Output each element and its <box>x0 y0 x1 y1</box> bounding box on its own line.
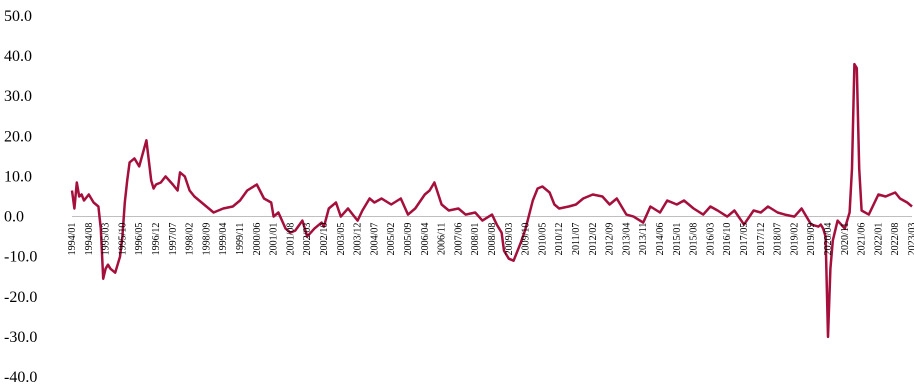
x-tick-label: 2014/06 <box>655 223 666 256</box>
x-tick-label: 2009/10 <box>521 223 532 256</box>
x-tick-label: 2016/03 <box>705 223 716 256</box>
x-tick-label: 2011/07 <box>571 223 582 255</box>
y-tick-label: -10.0 <box>4 249 37 266</box>
y-tick-label: -30.0 <box>4 329 37 346</box>
y-tick-label: 30.0 <box>4 88 32 105</box>
x-tick-label: 2002/03 <box>302 223 313 256</box>
x-tick-label: 2016/10 <box>722 223 733 256</box>
x-tick-label: 2017/12 <box>756 223 767 256</box>
y-tick-label: 10.0 <box>4 168 32 185</box>
x-tick-label: 1999/04 <box>218 223 229 256</box>
x-tick-label: 2001/08 <box>285 223 296 256</box>
x-tick-label: 2002/10 <box>319 223 330 256</box>
x-tick-label: 2005/09 <box>403 223 414 256</box>
x-tick-label: 1994/01 <box>67 223 78 256</box>
x-tick-label: 2001/01 <box>269 223 280 256</box>
x-tick-label: 2010/12 <box>554 223 565 256</box>
x-tick-label: 1997/07 <box>168 223 179 256</box>
x-tick-label: 2013/04 <box>621 223 632 256</box>
x-tick-label: 2012/02 <box>588 223 599 256</box>
x-tick-label: 2003/12 <box>353 223 364 256</box>
x-tick-label: 2006/11 <box>437 223 448 255</box>
x-tick-label: 2013/11 <box>638 223 649 255</box>
x-tick-label: 2022/01 <box>873 223 884 256</box>
x-axis: 1994/01 1994/08 1995/03 1995/10 1996/05 1996/… <box>67 223 914 256</box>
y-tick-label: -40.0 <box>4 369 37 386</box>
y-axis: 50.0 40.0 30.0 20.0 10.0 0.0 -10.0 -20.0 -30.0 -4… <box>4 8 37 386</box>
x-tick-label: 1998/09 <box>201 223 212 256</box>
x-tick-label: 1996/05 <box>134 223 145 256</box>
y-tick-label: -20.0 <box>4 289 37 306</box>
x-tick-label: 2020/11 <box>840 223 851 255</box>
x-tick-label: 2008/08 <box>487 223 498 256</box>
x-tick-label: 2010/05 <box>537 223 548 256</box>
x-tick-label: 2004/07 <box>369 223 380 256</box>
x-tick-label: 2005/02 <box>386 223 397 256</box>
series-line-0 <box>70 62 913 339</box>
x-tick-label: 1994/08 <box>84 223 95 256</box>
x-tick-label: 2007/06 <box>453 223 464 256</box>
x-tick-label: 2000/06 <box>252 223 263 256</box>
x-tick-label: 1998/02 <box>185 223 196 256</box>
x-tick-label: 2022/08 <box>890 223 901 256</box>
y-tick-label: 50.0 <box>4 8 32 25</box>
x-tick-label: 2008/01 <box>470 223 481 256</box>
y-tick-label: 40.0 <box>4 48 32 65</box>
series-layer <box>70 62 913 339</box>
x-tick-label: 2015/08 <box>689 223 700 256</box>
x-tick-label: 2015/01 <box>672 223 683 256</box>
x-tick-label: 2006/04 <box>420 223 431 256</box>
x-tick-label: 2018/07 <box>773 223 784 256</box>
x-tick-label: 1995/10 <box>117 223 128 256</box>
x-tick-label: 2012/09 <box>605 223 616 256</box>
x-tick-label: 2003/05 <box>336 223 347 256</box>
x-tick-label: 2019/02 <box>789 223 800 256</box>
x-tick-label: 1996/12 <box>151 223 162 256</box>
x-tick-label: 1999/11 <box>235 223 246 255</box>
x-tick-label: 2017/05 <box>739 223 750 256</box>
x-tick-label: 2023/03 <box>907 223 914 256</box>
x-tick-label: 2009/03 <box>504 223 515 256</box>
y-tick-label: 20.0 <box>4 128 32 145</box>
y-tick-label: 0.0 <box>4 209 24 226</box>
x-tick-label: 2021/06 <box>857 223 868 256</box>
x-tick-label: 2020/04 <box>823 223 834 256</box>
x-tick-label: 1995/03 <box>101 223 112 256</box>
x-tick-label: 2019/09 <box>806 223 817 256</box>
